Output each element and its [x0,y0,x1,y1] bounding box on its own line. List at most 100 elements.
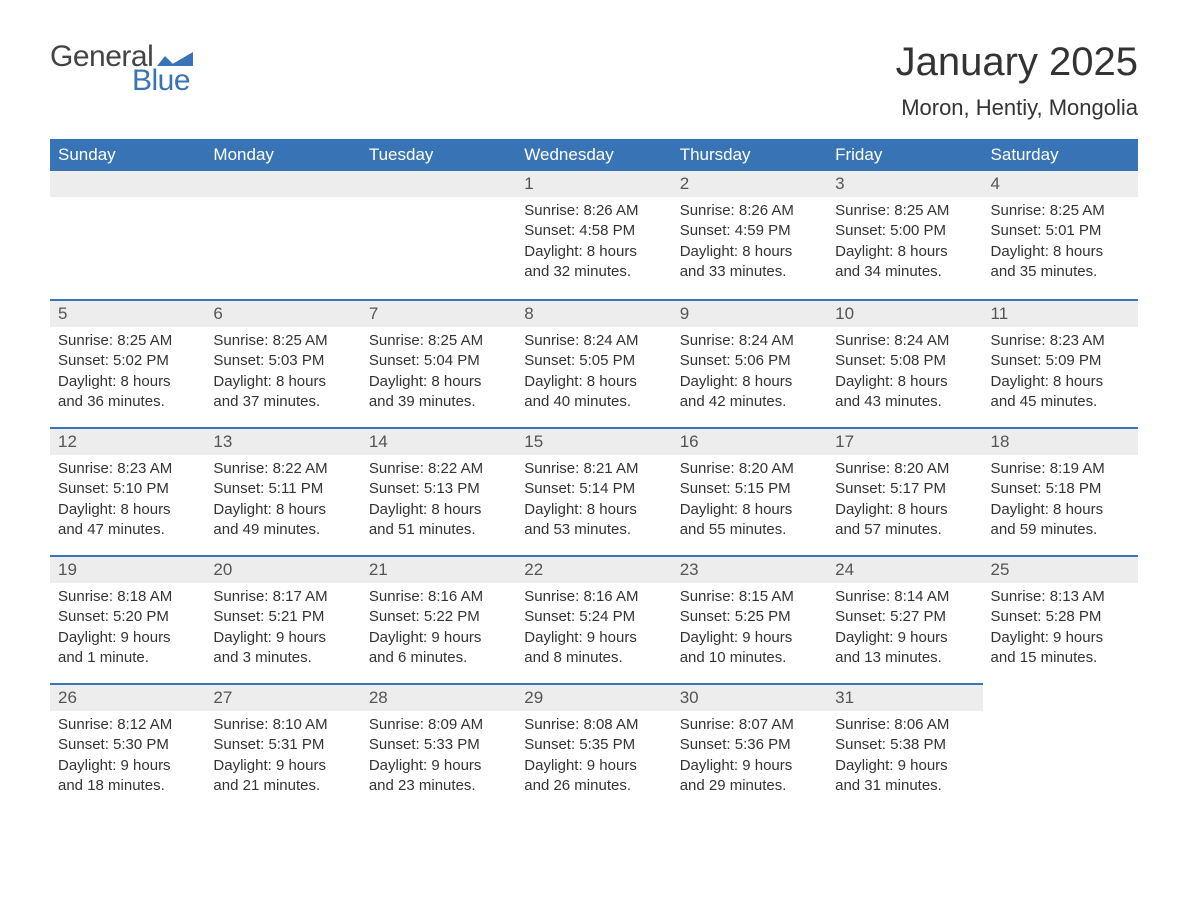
calendar-week-row: 5Sunrise: 8:25 AMSunset: 5:02 PMDaylight… [50,299,1138,427]
day-details: Sunrise: 8:20 AMSunset: 5:17 PMDaylight:… [827,455,982,546]
day-details: Sunrise: 8:25 AMSunset: 5:01 PMDaylight:… [983,197,1138,288]
day-number: 26 [50,683,205,711]
daylight-line: Daylight: 9 hours and 8 minutes. [524,628,663,669]
sunrise-line: Sunrise: 8:20 AM [835,459,974,479]
daylight-line: Daylight: 8 hours and 39 minutes. [369,372,508,413]
sunset-line: Sunset: 5:38 PM [835,735,974,755]
calendar-day-cell: 5Sunrise: 8:25 AMSunset: 5:02 PMDaylight… [50,299,205,427]
sunset-line: Sunset: 5:09 PM [991,351,1130,371]
sunrise-line: Sunrise: 8:21 AM [524,459,663,479]
daylight-line: Daylight: 8 hours and 59 minutes. [991,500,1130,541]
daylight-line: Daylight: 8 hours and 45 minutes. [991,372,1130,413]
day-details: Sunrise: 8:26 AMSunset: 4:59 PMDaylight:… [672,197,827,288]
daylight-line: Daylight: 8 hours and 34 minutes. [835,242,974,283]
sunrise-line: Sunrise: 8:15 AM [680,587,819,607]
weekday-header: Tuesday [361,139,516,171]
day-details: Sunrise: 8:13 AMSunset: 5:28 PMDaylight:… [983,583,1138,674]
day-number: 9 [672,299,827,327]
daylight-line: Daylight: 9 hours and 3 minutes. [213,628,352,669]
day-number: 25 [983,555,1138,583]
sunset-line: Sunset: 5:27 PM [835,607,974,627]
daylight-line: Daylight: 9 hours and 15 minutes. [991,628,1130,669]
title-block: January 2025 Moron, Hentiy, Mongolia [896,40,1138,121]
sunset-line: Sunset: 5:05 PM [524,351,663,371]
calendar-day-cell: 18Sunrise: 8:19 AMSunset: 5:18 PMDayligh… [983,427,1138,555]
day-number: 28 [361,683,516,711]
calendar-day-cell: 3Sunrise: 8:25 AMSunset: 5:00 PMDaylight… [827,171,982,299]
page-header: General Blue January 2025 Moron, Hentiy,… [50,40,1138,121]
day-number: 2 [672,171,827,197]
sunrise-line: Sunrise: 8:24 AM [835,331,974,351]
daylight-line: Daylight: 9 hours and 29 minutes. [680,756,819,797]
weekday-header: Saturday [983,139,1138,171]
sunrise-line: Sunrise: 8:19 AM [991,459,1130,479]
sunset-line: Sunset: 5:10 PM [58,479,197,499]
sunrise-line: Sunrise: 8:23 AM [991,331,1130,351]
sunset-line: Sunset: 5:31 PM [213,735,352,755]
weekday-header: Friday [827,139,982,171]
sunrise-line: Sunrise: 8:25 AM [835,201,974,221]
sunrise-line: Sunrise: 8:10 AM [213,715,352,735]
day-number: 23 [672,555,827,583]
sunrise-line: Sunrise: 8:25 AM [213,331,352,351]
daylight-line: Daylight: 8 hours and 49 minutes. [213,500,352,541]
calendar-week-row: 12 Sunrise: 8:23 AMSunset: 5:10 PM Dayligh… [50,427,1138,555]
calendar-day-cell: 23Sunrise: 8:15 AMSunset: 5:25 PMDayligh… [672,555,827,683]
day-number: 7 [361,299,516,327]
calendar-day-cell: 19Sunrise: 8:18 AMSunset: 5:20 PMDayligh… [50,555,205,683]
sunset-line: Sunset: 5:17 PM [835,479,974,499]
sunrise-line: Sunrise: 8:09 AM [369,715,508,735]
sunrise-line: Sunrise: 8:22 AM [369,459,508,479]
day-number: 12 [50,427,205,455]
calendar-week-row: 26Sunrise: 8:12 AMSunset: 5:30 PMDayligh… [50,683,1138,811]
daylight-line: Daylight: 8 hours and 42 minutes. [680,372,819,413]
day-details: Sunrise: 8:16 AMSunset: 5:24 PMDaylight:… [516,583,671,674]
calendar-day-cell: 30Sunrise: 8:07 AMSunset: 5:36 PMDayligh… [672,683,827,811]
day-details: Sunrise: 8:18 AMSunset: 5:20 PMDaylight:… [50,583,205,674]
sunset-line: Sunset: 5:35 PM [524,735,663,755]
daylight-line: Daylight: 8 hours and 32 minutes. [524,242,663,283]
logo: General Blue [50,40,193,98]
calendar-day-cell: 11Sunrise: 8:23 AMSunset: 5:09 PMDayligh… [983,299,1138,427]
daylight-line: Daylight: 8 hours and 57 minutes. [835,500,974,541]
sunrise-line: Sunrise: 8:12 AM [58,715,197,735]
weekday-header: Thursday [672,139,827,171]
sunrise-line: Sunrise: 8:25 AM [58,331,197,351]
day-number: 13 [205,427,360,455]
daylight-line: Daylight: 8 hours and 36 minutes. [58,372,197,413]
day-details: Sunrise: 8:20 AMSunset: 5:15 PMDaylight:… [672,455,827,546]
day-details: Sunrise: 8:25 AMSunset: 5:04 PMDaylight:… [361,327,516,418]
sunset-line: Sunset: 5:06 PM [680,351,819,371]
daylight-line: Daylight: 8 hours and 55 minutes. [680,500,819,541]
sunrise-line: Sunrise: 8:06 AM [835,715,974,735]
day-details: Sunrise: 8:09 AMSunset: 5:33 PMDaylight:… [361,711,516,802]
calendar-day-cell: 4Sunrise: 8:25 AMSunset: 5:01 PMDaylight… [983,171,1138,299]
calendar-day-cell: 17Sunrise: 8:20 AMSunset: 5:17 PMDayligh… [827,427,982,555]
sunrise-line: Sunrise: 8:26 AM [524,201,663,221]
day-number: 4 [983,171,1138,197]
sunset-line: Sunset: 5:01 PM [991,221,1130,241]
daylight-line: Daylight: 8 hours and 40 minutes. [524,372,663,413]
day-details: Sunrise: 8:24 AMSunset: 5:06 PMDaylight:… [672,327,827,418]
logo-text-blue: Blue [132,64,193,98]
day-details: Sunrise: 8:22 AMSunset: 5:13 PMDaylight:… [361,455,516,546]
calendar-day-cell: 31Sunrise: 8:06 AMSunset: 5:38 PMDayligh… [827,683,982,811]
day-number: 29 [516,683,671,711]
sunrise-line: Sunrise: 8:23 AM [58,459,197,479]
day-details: Sunrise: 8:14 AMSunset: 5:27 PMDaylight:… [827,583,982,674]
day-details: Sunrise: 8:25 AMSunset: 5:03 PMDaylight:… [205,327,360,418]
sunrise-line: Sunrise: 8:25 AM [991,201,1130,221]
sunset-line: Sunset: 5:08 PM [835,351,974,371]
day-details: Sunrise: 8:19 AMSunset: 5:18 PMDaylight:… [983,455,1138,546]
day-number: 30 [672,683,827,711]
daylight-line: Daylight: 8 hours and 37 minutes. [213,372,352,413]
calendar-day-cell: 24Sunrise: 8:14 AMSunset: 5:27 PMDayligh… [827,555,982,683]
empty-daynum-bar [205,171,360,197]
calendar-day-cell: 21Sunrise: 8:16 AMSunset: 5:22 PMDayligh… [361,555,516,683]
sunset-line: Sunset: 4:59 PM [680,221,819,241]
day-details: Sunrise: 8:23 AMSunset: 5:09 PMDaylight:… [983,327,1138,418]
sunset-line: Sunset: 5:13 PM [369,479,508,499]
daylight-line: Daylight: 9 hours and 6 minutes. [369,628,508,669]
day-number: 22 [516,555,671,583]
sunset-line: Sunset: 5:00 PM [835,221,974,241]
